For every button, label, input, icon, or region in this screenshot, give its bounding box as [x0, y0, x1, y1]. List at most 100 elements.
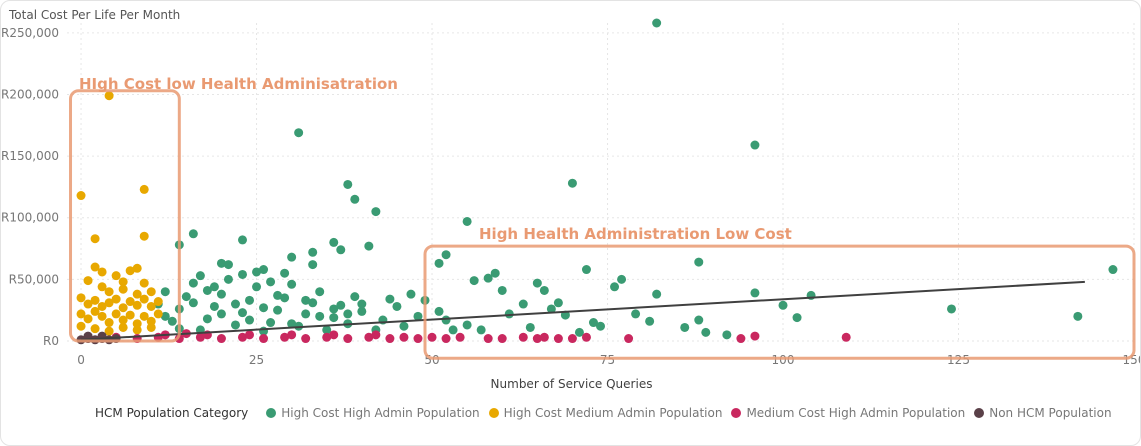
- data-point-series-0: [469, 276, 479, 286]
- legend-label: High Cost High Admin Population: [281, 406, 480, 420]
- data-point-series-0: [567, 178, 577, 188]
- data-point-series-0: [596, 321, 605, 331]
- data-point-series-0: [778, 300, 788, 310]
- data-point-series-0: [588, 318, 598, 328]
- data-point-series-2: [399, 332, 409, 342]
- data-point-series-0: [701, 327, 711, 337]
- data-point-series-0: [1108, 265, 1118, 275]
- data-point-series-2: [245, 330, 255, 340]
- data-point-series-0: [223, 274, 233, 284]
- x-tick-label: 75: [600, 353, 615, 367]
- data-point-series-0: [167, 316, 177, 326]
- data-point-series-0: [230, 320, 240, 330]
- data-point-series-1: [139, 294, 149, 304]
- data-point-series-2: [581, 332, 591, 342]
- legend-item[interactable]: High Cost Medium Admin Population: [488, 406, 722, 420]
- data-point-series-0: [490, 268, 500, 278]
- data-point-series-1: [104, 326, 114, 336]
- data-point-series-0: [406, 289, 416, 299]
- data-point-series-0: [202, 285, 212, 295]
- data-point-series-0: [294, 128, 304, 138]
- y-tick-label: R250,000: [1, 26, 59, 40]
- data-point-series-2: [322, 332, 332, 342]
- x-tick-label: 0: [77, 353, 85, 367]
- data-point-series-0: [209, 282, 219, 292]
- legend-label: Medium Cost High Admin Population: [746, 406, 966, 420]
- legend-item[interactable]: High Cost High Admin Population: [266, 406, 480, 420]
- data-point-series-1: [97, 311, 107, 321]
- x-tick-label: 100: [772, 353, 795, 367]
- data-point-series-0: [252, 267, 262, 277]
- data-point-series-0: [259, 303, 269, 313]
- data-point-series-0: [434, 306, 444, 316]
- data-point-series-0: [195, 271, 205, 281]
- data-point-series-2: [532, 334, 542, 344]
- data-point-series-0: [680, 322, 690, 332]
- data-point-series-0: [364, 241, 374, 251]
- data-point-series-0: [329, 313, 339, 323]
- data-point-series-1: [90, 306, 100, 316]
- data-point-series-1: [125, 266, 135, 276]
- data-point-series-0: [645, 316, 655, 326]
- data-point-series-1: [104, 287, 114, 297]
- data-point-series-1: [97, 267, 107, 277]
- data-point-series-0: [336, 300, 346, 310]
- data-point-series-0: [287, 252, 297, 262]
- data-point-series-1: [111, 309, 121, 319]
- data-point-series-0: [237, 308, 247, 318]
- data-point-series-0: [371, 207, 381, 217]
- data-point-series-1: [139, 278, 149, 288]
- data-point-series-1: [118, 284, 128, 294]
- data-point-series-0: [216, 289, 226, 299]
- data-point-series-1: [132, 263, 142, 273]
- data-point-series-2: [371, 330, 381, 340]
- legend-item[interactable]: Non HCM Population: [974, 406, 1112, 420]
- trend-line: [80, 280, 1085, 341]
- data-point-series-1: [118, 277, 128, 287]
- data-point-series-1: [104, 91, 114, 101]
- data-point-series-0: [617, 274, 627, 284]
- data-point-series-0: [399, 321, 409, 331]
- legend-marker: [731, 408, 742, 418]
- data-point-series-0: [476, 325, 486, 335]
- legend-items: High Cost High Admin Population High Cost…: [266, 406, 1120, 420]
- data-point-series-0: [448, 325, 458, 335]
- data-point-series-1: [153, 309, 163, 319]
- data-point-series-0: [259, 265, 269, 275]
- data-point-series-2: [280, 332, 290, 342]
- data-point-series-0: [357, 306, 367, 316]
- data-point-series-0: [273, 290, 283, 300]
- data-point-series-2: [518, 332, 528, 342]
- data-point-series-1: [132, 325, 142, 335]
- data-point-series-0: [694, 257, 704, 267]
- data-point-series-0: [223, 260, 233, 270]
- data-point-series-0: [336, 245, 346, 255]
- data-point-series-1: [76, 321, 86, 331]
- legend-label: Non HCM Population: [989, 406, 1112, 420]
- data-point-series-0: [483, 273, 493, 283]
- data-point-series-0: [188, 298, 198, 308]
- data-point-series-0: [202, 314, 212, 324]
- data-point-series-0: [350, 292, 360, 302]
- data-point-series-0: [694, 315, 704, 325]
- data-point-series-0: [329, 304, 339, 314]
- data-point-series-2: [539, 332, 549, 342]
- data-point-series-0: [245, 315, 255, 325]
- data-point-series-2: [413, 334, 423, 344]
- legend-item[interactable]: Medium Cost High Admin Population: [731, 406, 965, 420]
- data-point-series-0: [574, 327, 584, 337]
- chart-title: Total Cost Per Life Per Month: [9, 8, 181, 22]
- data-point-series-0: [237, 269, 247, 279]
- data-point-series-0: [266, 318, 276, 328]
- data-point-series-0: [209, 301, 219, 311]
- data-point-series-0: [343, 309, 353, 319]
- data-point-series-0: [343, 179, 353, 189]
- data-point-series-1: [132, 300, 142, 310]
- annotation-label: High Health Administration Low Cost: [479, 225, 792, 243]
- annotation-label: HIgh Cost low Health Adminisatration: [79, 75, 398, 93]
- data-point-series-0: [266, 277, 276, 287]
- data-point-series-0: [301, 309, 311, 319]
- data-point-series-1: [90, 234, 100, 244]
- data-point-series-0: [287, 319, 297, 329]
